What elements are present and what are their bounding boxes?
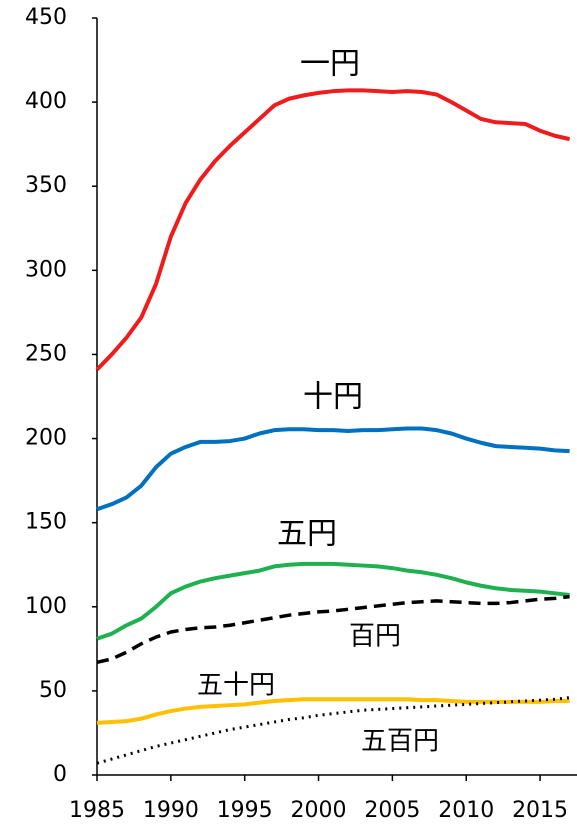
series-line: [96, 696, 570, 765]
x-tick-label: 2005: [364, 798, 420, 823]
y-tick-label: 250: [25, 341, 67, 366]
series-line: [96, 426, 570, 512]
x-tick-label: 2010: [438, 798, 494, 823]
series-label: 百円: [349, 622, 401, 652]
y-tick-label: 450: [25, 5, 67, 30]
series-line: [96, 561, 570, 641]
x-tick-label: 2015: [512, 798, 568, 823]
y-tick-label: 400: [25, 89, 67, 114]
y-tick-label: 100: [25, 594, 67, 619]
y-tick-label: 300: [25, 257, 67, 282]
series-label: 五円: [277, 517, 337, 552]
y-tick-label: 150: [25, 510, 67, 535]
series-line: [95, 88, 571, 371]
x-tick-label: 2000: [291, 798, 347, 823]
x-tick-label: 1985: [69, 798, 125, 823]
series-label: 一円: [300, 47, 360, 82]
y-tick-label: 0: [53, 762, 67, 787]
series-label: 十円: [303, 380, 363, 415]
x-tick-label: 1995: [217, 798, 273, 823]
series-label: 五十円: [197, 671, 275, 701]
x-tick-label: 1990: [143, 798, 199, 823]
series-line: [96, 594, 570, 664]
y-tick-label: 200: [25, 426, 67, 451]
y-tick-label: 350: [25, 173, 67, 198]
y-tick-label: 50: [39, 678, 67, 703]
series-label: 五百円: [361, 727, 439, 757]
